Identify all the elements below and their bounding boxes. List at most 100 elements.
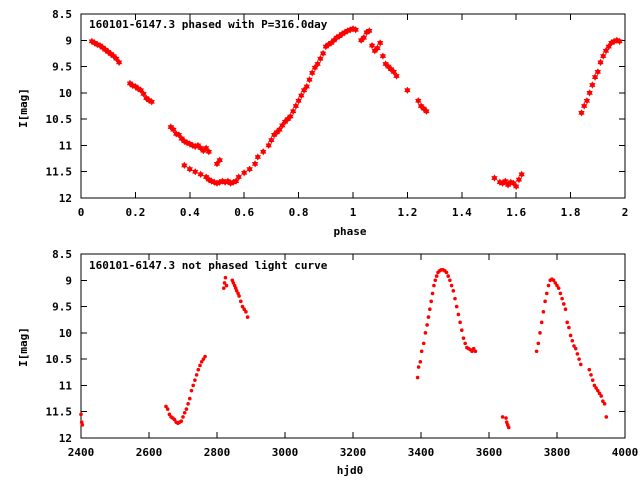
data-point <box>456 312 461 317</box>
data-point <box>276 126 283 134</box>
data-point <box>600 52 607 60</box>
x-tick-label: 0.4 <box>180 206 200 219</box>
x-tick-label: 2400 <box>68 446 95 459</box>
data-point <box>164 404 168 409</box>
data-point <box>393 72 400 80</box>
data-point <box>216 156 223 164</box>
data-point <box>546 283 551 288</box>
data-point <box>589 81 596 89</box>
data-point <box>534 349 539 354</box>
x-tick-label: 0.8 <box>289 206 309 219</box>
phased-plot-frame <box>80 13 626 199</box>
data-point <box>246 165 253 173</box>
data-point <box>560 296 564 301</box>
data-point <box>594 386 598 390</box>
phased-ylabel: I[mag] <box>17 88 30 128</box>
data-point <box>201 357 206 361</box>
data-point <box>605 42 612 51</box>
data-point <box>589 373 593 377</box>
data-point <box>232 177 240 185</box>
data-point <box>374 44 381 52</box>
data-point <box>314 60 321 68</box>
data-point <box>539 320 544 325</box>
data-point <box>565 320 569 325</box>
phased-data-points <box>88 25 623 191</box>
data-point <box>298 91 305 100</box>
data-point <box>454 304 459 309</box>
y-tick-label: 8.5 <box>52 248 72 261</box>
data-point <box>113 55 120 63</box>
data-point <box>186 402 190 406</box>
data-point <box>434 274 439 278</box>
data-point <box>311 64 319 72</box>
y-tick-label: 11 <box>59 139 73 152</box>
data-point <box>368 41 376 50</box>
data-point <box>572 344 576 348</box>
data-point <box>461 336 466 340</box>
data-point <box>205 148 212 156</box>
data-point <box>562 302 566 306</box>
data-point <box>587 367 592 372</box>
unphased-ticks: 2400 2600 2800 3000 3200 3400 3600 3800 4000 8.5 9… <box>46 248 639 459</box>
unphased-data-points <box>79 267 609 430</box>
y-tick-label: 9 <box>65 274 72 287</box>
data-point <box>292 102 299 110</box>
phased-title: 160101-6147.3 phased with P=316.0day <box>89 18 328 31</box>
data-point <box>140 90 147 98</box>
data-point <box>601 399 605 404</box>
data-point <box>244 310 248 314</box>
x-tick-label: 1.8 <box>561 206 581 219</box>
data-point <box>193 378 197 382</box>
data-point <box>500 415 505 419</box>
y-tick-label: 9.5 <box>52 61 72 74</box>
data-point <box>197 170 204 178</box>
data-point <box>184 407 189 411</box>
data-point <box>213 160 221 168</box>
data-point <box>594 68 601 76</box>
data-point <box>237 294 241 298</box>
unphased-title: 160101-6147.3 not phased light curve <box>89 259 328 272</box>
data-point <box>555 283 559 288</box>
data-point <box>416 365 421 369</box>
y-tick-label: 10 <box>59 327 72 340</box>
y-tick-label: 12 <box>59 432 72 445</box>
data-point <box>502 177 509 185</box>
data-point <box>80 423 85 427</box>
x-tick-label: 3200 <box>340 446 367 459</box>
data-point <box>463 341 468 346</box>
phased-ticks: 0 0.2 0.4 0.6 0.8 1 1.2 1.4 1.6 1.8 2 8.5 9 9.5 10 10.5… <box>46 8 629 219</box>
data-point <box>602 402 607 406</box>
data-point <box>558 291 563 296</box>
y-tick-label: 10.5 <box>46 353 73 366</box>
data-point <box>423 107 430 115</box>
data-point <box>568 333 573 338</box>
data-point <box>599 394 603 398</box>
data-point <box>590 378 595 382</box>
data-point <box>458 320 462 325</box>
y-tick-label: 10.5 <box>46 113 73 126</box>
data-point <box>538 331 542 335</box>
data-point <box>260 148 267 156</box>
data-point <box>591 73 599 81</box>
data-point <box>577 357 581 361</box>
x-tick-label: 1.2 <box>397 206 417 219</box>
data-point <box>471 346 476 351</box>
data-point <box>222 286 226 290</box>
data-point <box>137 86 144 94</box>
data-point <box>449 283 454 288</box>
data-point <box>421 341 426 346</box>
data-point <box>432 283 436 288</box>
data-point <box>553 281 558 285</box>
x-tick-label: 0 <box>78 206 85 219</box>
x-tick-label: 2600 <box>136 446 163 459</box>
unphased-ylabel: I[mag] <box>17 327 30 367</box>
data-point <box>473 349 478 354</box>
data-point <box>567 325 571 330</box>
data-point <box>224 283 229 288</box>
data-point <box>167 412 172 417</box>
data-point <box>470 349 474 354</box>
unphased-xlabel: hjd0 <box>337 464 364 477</box>
data-point <box>415 97 422 105</box>
data-point <box>317 55 324 63</box>
